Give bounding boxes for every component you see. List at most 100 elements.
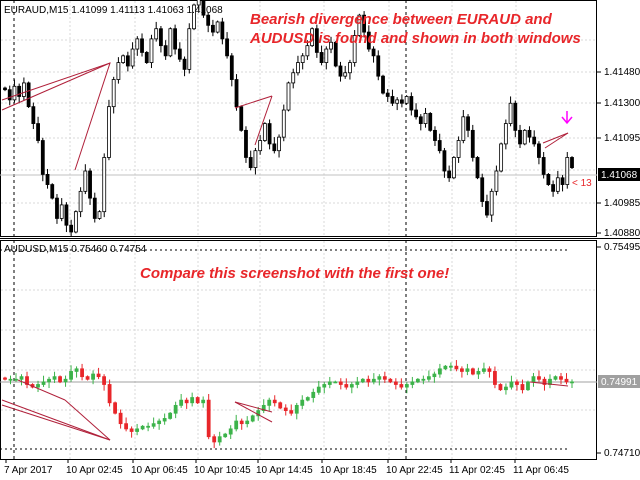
- candle[interactable]: [201, 399, 206, 404]
- candle[interactable]: [415, 378, 420, 383]
- candle[interactable]: [135, 38, 140, 50]
- candle[interactable]: [526, 381, 530, 391]
- candle[interactable]: [437, 368, 442, 375]
- candle[interactable]: [97, 211, 102, 219]
- candle[interactable]: [381, 75, 385, 94]
- candle[interactable]: [92, 197, 97, 219]
- candle[interactable]: [26, 82, 31, 108]
- candle[interactable]: [121, 55, 126, 63]
- candle[interactable]: [310, 28, 315, 47]
- candle[interactable]: [329, 41, 333, 50]
- candle[interactable]: [14, 378, 18, 381]
- candle[interactable]: [267, 399, 272, 406]
- candle[interactable]: [465, 368, 470, 372]
- candle[interactable]: [385, 92, 390, 97]
- candle[interactable]: [3, 87, 7, 91]
- divergence-line[interactable]: [234, 401, 273, 423]
- candle[interactable]: [352, 35, 357, 63]
- candle[interactable]: [471, 368, 475, 375]
- candle[interactable]: [399, 99, 404, 104]
- candle[interactable]: [460, 368, 464, 372]
- candle[interactable]: [466, 116, 470, 131]
- candle[interactable]: [360, 378, 365, 383]
- candle[interactable]: [102, 376, 106, 385]
- candle[interactable]: [532, 136, 537, 145]
- candle[interactable]: [319, 52, 324, 63]
- candle[interactable]: [371, 48, 376, 57]
- candle[interactable]: [305, 397, 310, 401]
- candle[interactable]: [239, 106, 244, 131]
- candle[interactable]: [344, 384, 349, 388]
- candle[interactable]: [327, 381, 332, 385]
- candle[interactable]: [83, 170, 88, 192]
- candle[interactable]: [173, 28, 178, 50]
- candle[interactable]: [362, 14, 367, 33]
- candle[interactable]: [63, 378, 68, 383]
- candle[interactable]: [162, 418, 167, 422]
- candle[interactable]: [8, 378, 13, 381]
- candle[interactable]: [294, 404, 299, 414]
- candle[interactable]: [388, 378, 393, 383]
- candle[interactable]: [537, 143, 541, 158]
- candle[interactable]: [281, 109, 286, 138]
- candle[interactable]: [448, 365, 453, 368]
- candle[interactable]: [504, 386, 508, 391]
- divergence-line[interactable]: [64, 399, 111, 441]
- candle[interactable]: [390, 96, 395, 104]
- candle[interactable]: [184, 399, 189, 404]
- candle[interactable]: [140, 425, 145, 430]
- candle[interactable]: [442, 150, 447, 172]
- candle[interactable]: [377, 376, 382, 380]
- candle[interactable]: [451, 157, 456, 179]
- candle[interactable]: [272, 399, 277, 404]
- divergence-lines-top[interactable]: [1, 62, 569, 171]
- candle[interactable]: [195, 397, 200, 404]
- candle[interactable]: [343, 72, 348, 77]
- candle[interactable]: [140, 38, 144, 53]
- candle[interactable]: [102, 157, 107, 213]
- candle[interactable]: [116, 62, 121, 80]
- candle[interactable]: [278, 402, 283, 409]
- candle[interactable]: [565, 157, 570, 185]
- divergence-line[interactable]: [1, 62, 111, 111]
- candle[interactable]: [333, 381, 338, 384]
- candle[interactable]: [355, 381, 360, 385]
- candle[interactable]: [433, 129, 437, 141]
- candle[interactable]: [157, 420, 162, 425]
- candle[interactable]: [229, 55, 234, 80]
- candle[interactable]: [541, 157, 546, 175]
- candle[interactable]: [125, 55, 130, 67]
- bottom-price-axis[interactable]: 0.75495 0.74710 0.74991: [597, 242, 640, 459]
- candle[interactable]: [168, 412, 173, 419]
- candle[interactable]: [52, 376, 57, 380]
- candle[interactable]: [19, 376, 24, 380]
- candle[interactable]: [173, 404, 178, 414]
- candle[interactable]: [144, 52, 149, 63]
- candle[interactable]: [489, 190, 494, 216]
- candle[interactable]: [382, 376, 387, 380]
- candle[interactable]: [212, 436, 217, 443]
- candle[interactable]: [376, 55, 381, 77]
- candle[interactable]: [404, 384, 409, 388]
- candle[interactable]: [47, 378, 51, 383]
- candle[interactable]: [182, 58, 187, 70]
- candle[interactable]: [286, 82, 291, 111]
- candle[interactable]: [206, 14, 211, 26]
- candle[interactable]: [546, 174, 551, 185]
- candle[interactable]: [196, 0, 201, 6]
- divergence-line[interactable]: [544, 132, 569, 149]
- candle[interactable]: [85, 376, 90, 380]
- candle[interactable]: [349, 384, 354, 388]
- candle[interactable]: [220, 21, 225, 40]
- candle[interactable]: [503, 123, 508, 145]
- candle[interactable]: [3, 377, 7, 380]
- candle[interactable]: [366, 31, 371, 50]
- candle[interactable]: [322, 384, 327, 388]
- candle[interactable]: [69, 371, 73, 380]
- candle[interactable]: [410, 381, 415, 385]
- top-candles[interactable]: [3, 0, 574, 237]
- candle[interactable]: [537, 376, 541, 380]
- candle[interactable]: [357, 14, 362, 36]
- candle[interactable]: [338, 65, 343, 77]
- candle[interactable]: [333, 41, 338, 67]
